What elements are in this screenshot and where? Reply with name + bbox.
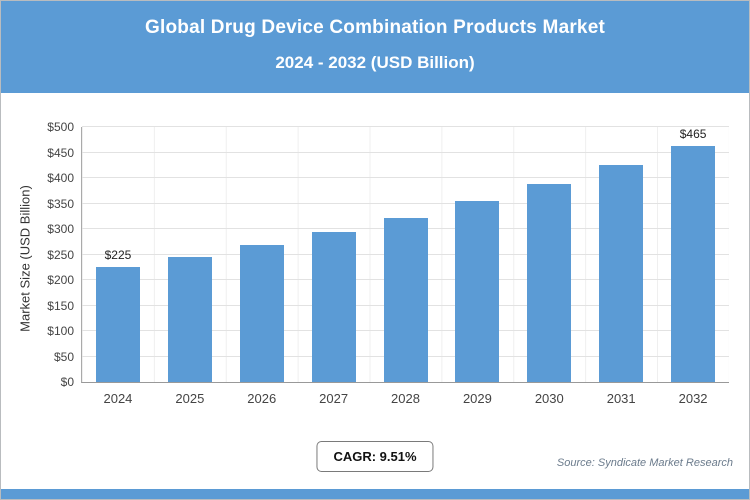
y-tick-label: $50 xyxy=(53,349,74,364)
y-tick-label: $0 xyxy=(60,375,74,389)
bar-2031 xyxy=(599,165,644,382)
x-tick-label-2029: 2029 xyxy=(462,391,492,406)
y-axis-title: Market Size (USD Billion) xyxy=(17,185,33,332)
gridline xyxy=(82,177,729,178)
bar-2025 xyxy=(167,256,212,382)
y-tick-label: $500 xyxy=(47,120,74,134)
x-tick-label-2032: 2032 xyxy=(678,391,708,406)
chart-footer: CAGR: 9.51% Source: Syndicate Market Res… xyxy=(1,433,749,489)
bar-column-2025: 2025 xyxy=(154,127,226,406)
bar-2029 xyxy=(455,201,500,382)
plot-area: $225 2024 2025 2026 2027 2028 2029 2030 2031 $465… xyxy=(47,120,729,406)
bar-2026 xyxy=(239,244,284,382)
gridline xyxy=(82,151,729,153)
bar-column-2030: 2030 xyxy=(513,127,585,406)
y-tick-label: $450 xyxy=(47,145,74,160)
y-tick-label: $400 xyxy=(47,171,74,185)
bar-2030 xyxy=(527,184,572,382)
y-tick-label: $150 xyxy=(47,298,74,313)
cagr-badge: CAGR: 9.51% xyxy=(316,441,434,472)
y-tick-label: $300 xyxy=(47,222,74,236)
bar-column-2028: 2028 xyxy=(370,127,442,406)
source-attribution: Source: Syndicate Market Research xyxy=(556,457,733,469)
bar-2024 xyxy=(95,267,140,382)
bar-column-2029: 2029 xyxy=(441,127,513,406)
bar-column-2026: 2026 xyxy=(226,127,298,406)
gridline xyxy=(82,126,729,127)
y-tick-label: $200 xyxy=(47,273,74,287)
bar-value-label-2024: $225 xyxy=(104,248,132,263)
bottom-accent-strip xyxy=(1,489,749,499)
bar-2028 xyxy=(383,217,428,382)
x-tick-label-2028: 2028 xyxy=(391,391,420,406)
gridline xyxy=(82,202,729,204)
bar-column-2024: $225 2024 xyxy=(82,127,154,406)
x-tick-label-2024: 2024 xyxy=(103,391,133,406)
x-tick-label-2030: 2030 xyxy=(534,391,564,406)
chart-area: Market Size (USD Billion) $225 2024 2025 20… xyxy=(1,93,749,423)
bar-column-2027: 2027 xyxy=(298,127,370,406)
x-tick-label-2027: 2027 xyxy=(319,391,349,406)
bar-column-2031: 2031 xyxy=(585,127,657,406)
bar-2027 xyxy=(311,231,356,382)
y-tick-label: $350 xyxy=(47,196,74,211)
bar-column-2032: $465 2032 xyxy=(657,127,729,406)
bars-container: $225 2024 2025 2026 2027 2028 2029 2030 2031 $465… xyxy=(82,127,729,406)
y-tick-label: $100 xyxy=(47,324,74,338)
bar-value-label-2032: $465 xyxy=(679,127,707,141)
x-tick-label-2025: 2025 xyxy=(175,391,205,406)
x-tick-label-2026: 2026 xyxy=(247,391,277,406)
y-tick-label: $250 xyxy=(47,247,74,262)
x-tick-label-2031: 2031 xyxy=(606,391,636,406)
chart-title-line1: Global Drug Device Combination Products … xyxy=(145,17,605,38)
chart-header: Global Drug Device Combination Products … xyxy=(1,1,749,93)
bar-2032 xyxy=(671,146,716,382)
chart-title-line2: 2024 - 2032 (USD Billion) xyxy=(275,53,475,72)
